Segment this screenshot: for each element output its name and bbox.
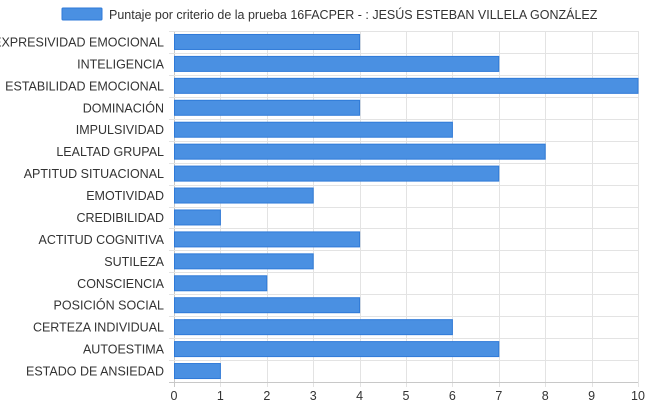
x-axis-ticks: 0 1 2 3 4 5 6 7 8 9 10 [171, 389, 645, 403]
category-label: EXPRESIVIDAD EMOCIONAL [0, 35, 164, 49]
legend-swatch [61, 7, 103, 21]
x-tick-label: 2 [263, 389, 270, 403]
bar[interactable] [174, 121, 453, 138]
bar[interactable] [174, 187, 314, 204]
category-label: ESTADO DE ANSIEDAD [26, 365, 164, 379]
bar[interactable] [174, 55, 500, 72]
x-tick-label: 5 [403, 389, 410, 403]
bar[interactable] [174, 275, 268, 292]
bar[interactable] [174, 363, 221, 380]
bars [174, 33, 639, 380]
legend-label: Puntaje por criterio de la prueba 16FACP… [109, 7, 598, 22]
category-label: POSICIÓN SOCIAL [54, 298, 164, 313]
bar[interactable] [174, 209, 221, 226]
x-tick-label: 4 [356, 389, 363, 403]
category-label: AUTOESTIMA [83, 343, 165, 357]
bar[interactable] [174, 231, 361, 248]
bar[interactable] [174, 253, 314, 270]
x-tick-label: 7 [495, 389, 502, 403]
category-label: ACTITUD COGNITIVA [39, 233, 165, 247]
category-label: EMOTIVIDAD [86, 189, 164, 203]
bar[interactable] [174, 33, 361, 50]
x-tick-label: 10 [631, 389, 645, 403]
x-tick-label: 0 [171, 389, 178, 403]
category-label: ESTABILIDAD EMOCIONAL [5, 79, 164, 93]
bar[interactable] [174, 341, 500, 358]
category-label: APTITUD SITUACIONAL [24, 167, 164, 181]
bar[interactable] [174, 143, 546, 160]
bar[interactable] [174, 297, 361, 314]
category-label: IMPULSIVIDAD [76, 123, 164, 137]
x-tick-label: 9 [588, 389, 595, 403]
x-tick-label: 8 [542, 389, 549, 403]
category-label: DOMINACIÓN [83, 100, 164, 115]
x-tick-label: 6 [449, 389, 456, 403]
category-label: CONSCIENCIA [77, 277, 164, 291]
category-label: CREDIBILIDAD [76, 211, 164, 225]
category-label: SUTILEZA [104, 255, 164, 269]
category-label: CERTEZA INDIVIDUAL [33, 321, 164, 335]
bar[interactable] [174, 165, 500, 182]
x-tick-label: 3 [310, 389, 317, 403]
bar[interactable] [174, 319, 453, 336]
category-label: LEALTAD GRUPAL [56, 145, 164, 159]
legend[interactable]: Puntaje por criterio de la prueba 16FACP… [61, 7, 598, 22]
x-tick-label: 1 [217, 389, 224, 403]
bar[interactable] [174, 77, 639, 94]
bar[interactable] [174, 99, 361, 116]
category-label: INTELIGENCIA [77, 57, 164, 71]
category-labels: EXPRESIVIDAD EMOCIONAL INTELIGENCIA ESTABI… [0, 35, 165, 378]
